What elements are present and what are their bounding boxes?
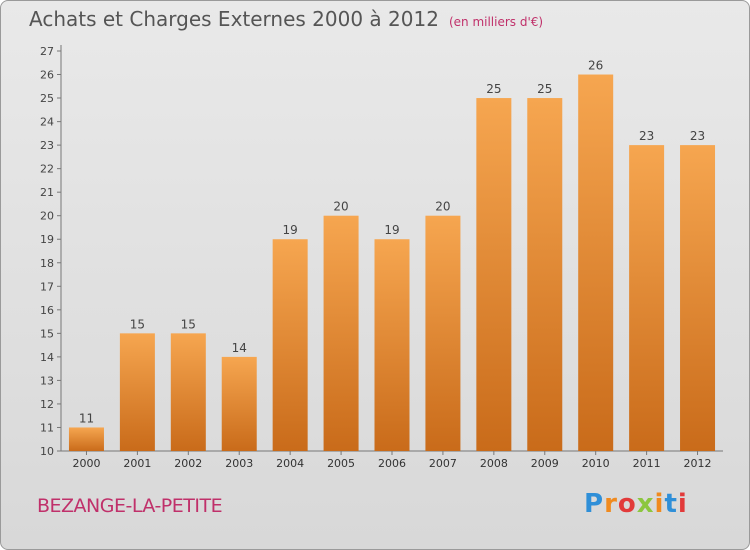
unit-label: (en milliers d'€): [448, 15, 544, 29]
y-tick-label: 27: [40, 45, 54, 58]
y-tick-label: 20: [40, 210, 54, 223]
bar: [272, 239, 308, 451]
x-tick-label: 2009: [531, 457, 559, 470]
x-tick-label: 2012: [684, 457, 712, 470]
bar-value-label: 15: [130, 317, 145, 331]
bar-value-label: 14: [232, 341, 247, 355]
bar-value-label: 26: [588, 59, 603, 73]
x-tick-label: 2010: [582, 457, 610, 470]
bars: 11 15 15 14 19 20 19 20 25 25 26 23 23: [68, 59, 716, 451]
y-tick-label: 19: [40, 233, 54, 246]
y-tick-label: 25: [40, 92, 54, 105]
bar-value-label: 19: [283, 223, 298, 237]
title-text: Achats et Charges Externes 2000 à 2012: [29, 7, 439, 31]
x-tick-label: 2006: [378, 457, 406, 470]
x-tick-label: 2007: [429, 457, 457, 470]
bar-value-label: 25: [486, 82, 501, 96]
place-name: BEZANGE-LA-PETITE: [37, 495, 223, 517]
x-tick-label: 2003: [225, 457, 253, 470]
y-tick-label: 22: [40, 163, 54, 176]
bar-value-label: 15: [181, 317, 196, 331]
bar: [119, 333, 155, 451]
bar-value-label: 23: [690, 129, 705, 143]
y-tick-label: 18: [40, 257, 54, 270]
bar: [425, 215, 461, 451]
bar: [323, 215, 359, 451]
bar-value-label: 11: [79, 411, 94, 425]
proxiti-logo: Proxiti: [584, 489, 688, 519]
y-tick-label: 21: [40, 186, 54, 199]
x-tick-label: 2008: [480, 457, 508, 470]
y-tick-label: 14: [40, 351, 54, 364]
bar-value-label: 23: [639, 129, 654, 143]
y-tick-label: 13: [40, 374, 54, 387]
x-tick-label: 2005: [327, 457, 355, 470]
bar: [170, 333, 206, 451]
y-tick-label: 10: [40, 445, 54, 458]
bar: [221, 356, 257, 451]
bar: [374, 239, 410, 451]
bar: [527, 98, 563, 451]
y-tick-label: 26: [40, 69, 54, 82]
bar-value-label: 19: [384, 223, 399, 237]
bar: [629, 145, 665, 451]
bar: [578, 74, 614, 451]
x-tick-label: 2004: [276, 457, 304, 470]
y-tick-label: 12: [40, 398, 54, 411]
x-tick-label: 2002: [174, 457, 202, 470]
y-tick-label: 24: [40, 116, 54, 129]
y-tick-label: 17: [40, 280, 54, 293]
x-tick-label: 2011: [633, 457, 661, 470]
bar: [476, 98, 512, 451]
x-tick-label: 2000: [72, 457, 100, 470]
y-tick-label: 11: [40, 421, 54, 434]
y-tick-label: 23: [40, 139, 54, 152]
chart-title: Achats et Charges Externes 2000 à 2012 (e…: [29, 7, 543, 31]
bar: [68, 427, 104, 451]
y-tick-label: 15: [40, 327, 54, 340]
bar-value-label: 20: [435, 200, 450, 214]
bar: [680, 145, 716, 451]
x-tick-label: 2001: [123, 457, 151, 470]
axes: 10 11 12 13 14 15 16 17 18 19 20 21 22 23 24 25 26 27 2000…: [40, 45, 723, 470]
bar-value-label: 20: [333, 200, 348, 214]
bar-value-label: 25: [537, 82, 552, 96]
y-tick-label: 16: [40, 304, 54, 317]
